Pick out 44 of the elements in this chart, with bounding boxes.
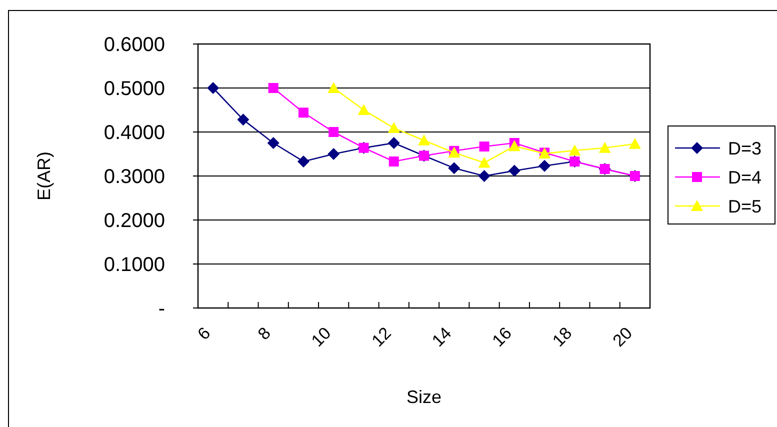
point [358,104,370,115]
x-tick-label: 6 [194,324,214,344]
point [328,127,339,137]
legend-label: D=4 [728,167,762,188]
legend-label: D=3 [728,138,762,158]
point [508,140,520,152]
y-tick-label: - [158,298,165,320]
y-tick-label: 0.1000 [104,254,165,276]
point [478,170,490,182]
point [237,114,250,126]
point [479,142,490,152]
point [628,138,641,149]
point [388,122,400,134]
point [207,82,220,94]
point [478,156,490,168]
point [508,164,520,177]
x-tick-label: 20 [609,324,636,350]
y-tick-label: 0.3000 [104,166,165,188]
x-tick-label: 18 [548,324,576,350]
point [267,137,280,149]
point [388,137,400,149]
point [297,155,310,168]
point [568,144,581,156]
point [328,148,340,160]
x-tick-label: 16 [488,324,516,350]
y-tick-label: 0.5000 [104,78,165,100]
y-axis-title: E(AR) [34,152,54,200]
point [328,82,340,93]
point [298,108,308,118]
legend-label: D=5 [728,196,762,216]
x-axis-title: Size [406,387,442,407]
y-tick-label: 0.2000 [104,210,165,232]
point [418,134,430,146]
point [448,162,460,174]
x-tick-label: 8 [254,324,274,344]
y-tick-label: 0.6000 [104,34,165,56]
x-tick-label: 12 [368,324,395,350]
point [268,83,278,93]
x-tick-label: 10 [308,324,335,350]
point [598,142,611,153]
point [538,160,551,172]
point [388,156,399,166]
x-tick-label: 14 [428,324,456,350]
y-tick-label: 0.4000 [104,122,165,144]
